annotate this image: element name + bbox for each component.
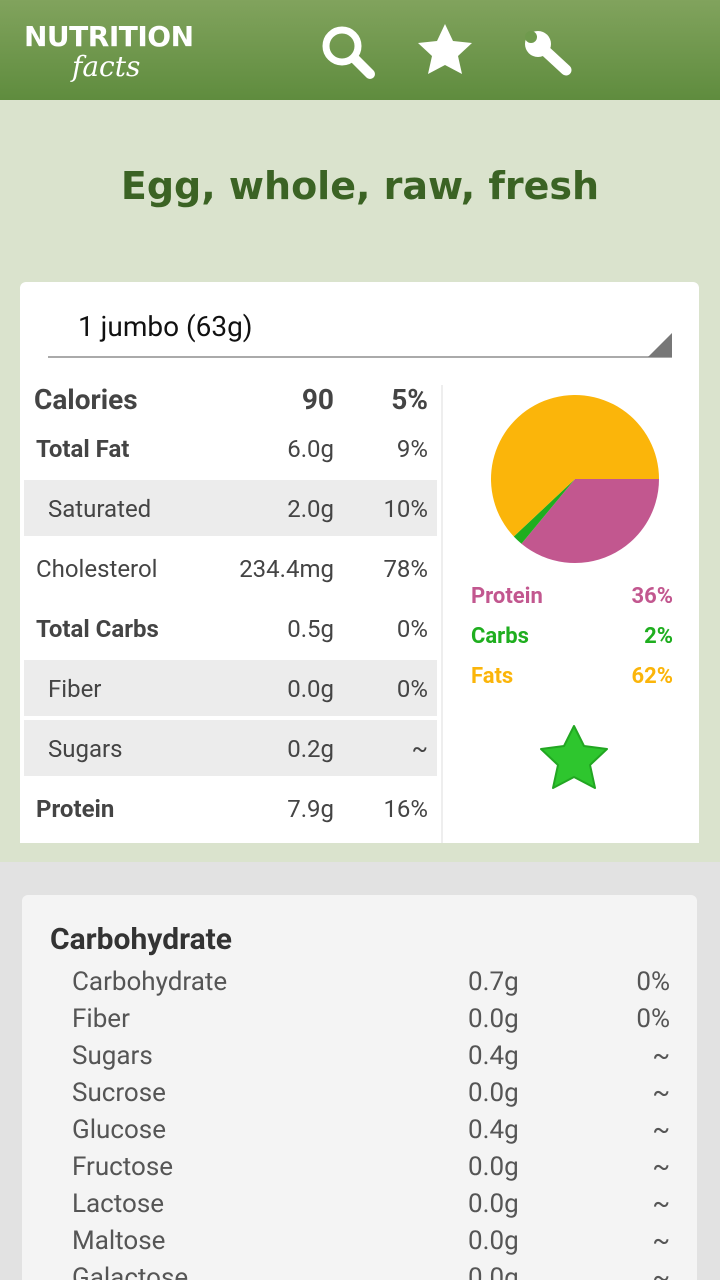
detail-daily-value: ~ — [652, 1152, 670, 1182]
nutrient-daily-value: 0% — [396, 615, 428, 643]
detail-daily-value: ~ — [652, 1078, 670, 1108]
detail-amount: 0.0g — [468, 1189, 519, 1219]
nutrient-name: Protein — [36, 795, 115, 823]
detail-name: Fiber — [72, 1004, 130, 1034]
detail-amount: 0.4g — [468, 1041, 519, 1071]
detail-name: Sugars — [72, 1041, 153, 1071]
pie-slice — [490, 394, 659, 537]
favorites-icon[interactable] — [418, 24, 472, 74]
nutrient-daily-value: 9% — [396, 435, 428, 463]
detail-name: Maltose — [72, 1226, 166, 1256]
row-shade — [24, 720, 437, 776]
nutrient-name: Cholesterol — [36, 555, 158, 583]
nutrient-daily-value: 78% — [383, 555, 428, 583]
nutrient-daily-value: 16% — [383, 795, 428, 823]
detail-amount: 0.0g — [468, 1263, 519, 1280]
nutrient-amount: 2.0g — [287, 495, 334, 523]
detail-amount: 0.7g — [468, 967, 519, 997]
nutrient-name: Sugars — [48, 735, 123, 763]
detail-amount: 0.0g — [468, 1226, 519, 1256]
toolbar-icons — [322, 24, 572, 79]
nutrient-name: Fiber — [48, 675, 102, 703]
logo-title[interactable]: NUTRITION — [24, 20, 194, 53]
detail-amount: 0.0g — [468, 1078, 519, 1108]
detail-daily-value: ~ — [652, 1189, 670, 1219]
nutrient-daily-value: 0% — [396, 675, 428, 703]
detail-daily-value: 0% — [636, 1004, 670, 1034]
card-decor — [48, 333, 672, 843]
detail-name: Galactose — [72, 1263, 189, 1280]
row-shade — [24, 480, 437, 536]
detail-amount: 0.0g — [468, 1004, 519, 1034]
detail-card — [22, 895, 697, 1280]
detail-name: Carbohydrate — [72, 967, 228, 997]
nutrient-amount: 0.0g — [287, 675, 334, 703]
search-icon[interactable] — [322, 26, 375, 79]
legend-value: 36% — [631, 584, 673, 609]
legend-label: Fats — [471, 664, 514, 689]
detail-name: Glucose — [72, 1115, 167, 1145]
logo-subtitle[interactable]: facts — [72, 50, 141, 83]
detail-daily-value: ~ — [652, 1041, 670, 1071]
section-title: Carbohydrate — [50, 922, 232, 957]
nutrient-amount: 0.5g — [287, 615, 334, 643]
settings-icon[interactable] — [525, 31, 572, 76]
nutrient-amount: 0.2g — [287, 735, 334, 763]
row-shade — [24, 660, 437, 716]
nutrient-daily-value: 10% — [383, 495, 428, 523]
legend-value: 2% — [644, 624, 673, 649]
nutrient-name: Saturated — [48, 495, 152, 523]
pie-slice — [513, 479, 575, 544]
legend-label: Carbs — [471, 624, 529, 649]
nutrient-name: Total Fat — [36, 435, 130, 463]
detail-amount: 0.4g — [468, 1115, 519, 1145]
legend-label: Protein — [471, 584, 543, 609]
serving-selector[interactable]: 1 jumbo (63g) — [78, 310, 253, 343]
detail-name: Fructose — [72, 1152, 174, 1182]
nutrient-daily-value: ~ — [411, 735, 428, 763]
nutrient-name: Calories — [34, 383, 138, 416]
detail-daily-value: ~ — [652, 1263, 670, 1280]
detail-daily-value: ~ — [652, 1115, 670, 1145]
favorite-star[interactable] — [540, 725, 608, 789]
nutrient-amount: 7.9g — [287, 795, 334, 823]
nutrient-daily-value: 5% — [391, 383, 428, 416]
detail-amount: 0.0g — [468, 1152, 519, 1182]
nutrient-amount: 234.4mg — [239, 555, 334, 583]
nutrient-amount: 6.0g — [287, 435, 334, 463]
detail-name: Sucrose — [72, 1078, 166, 1108]
legend-value: 62% — [631, 664, 673, 689]
detail-name: Lactose — [72, 1189, 165, 1219]
food-title: Egg, whole, raw, fresh — [120, 164, 600, 208]
nutrient-name: Total Carbs — [36, 615, 159, 643]
nutrient-amount: 90 — [301, 383, 334, 416]
detail-daily-value: ~ — [652, 1226, 670, 1256]
detail-daily-value: 0% — [636, 967, 670, 997]
pie-slice — [521, 479, 659, 564]
